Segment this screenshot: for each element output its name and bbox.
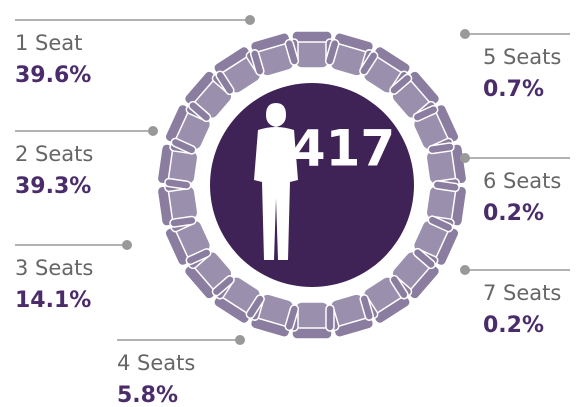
leader-dot	[460, 265, 470, 275]
item-value: 39.3%	[15, 174, 91, 199]
item-value: 5.8%	[117, 383, 178, 407]
item-label: 6 Seats	[483, 169, 561, 193]
chair-back	[292, 31, 332, 42]
item-value: 14.1%	[15, 288, 91, 313]
item-label: 1 Seat	[15, 31, 82, 55]
leader-dot	[245, 15, 255, 25]
item-label: 7 Seats	[483, 281, 561, 305]
item-value: 0.7%	[483, 77, 544, 102]
item-label: 3 Seats	[15, 256, 93, 280]
leader-dot	[460, 29, 470, 39]
item-label: 2 Seats	[15, 142, 93, 166]
table	[210, 83, 414, 287]
item-label: 5 Seats	[483, 45, 561, 69]
item-label: 4 Seats	[117, 351, 195, 375]
chair-back	[292, 328, 332, 339]
leader-dot	[460, 153, 470, 163]
leader-dot	[122, 240, 132, 250]
leader-dot	[148, 126, 158, 136]
infographic: 417 1 Seat 39.6% 2 Seats 39.3% 3 Seats 14.1% 4…	[0, 0, 582, 407]
chair-arm	[326, 305, 334, 331]
graphic: 417 1 Seat 39.6% 2 Seats 39.3% 3 Seats 14.1% 4…	[0, 0, 582, 407]
total: 417	[291, 120, 395, 178]
item-value: 39.6%	[15, 63, 91, 88]
item-value: 0.2%	[483, 313, 544, 338]
leader-dot	[235, 335, 245, 345]
item-value: 0.2%	[483, 201, 544, 226]
